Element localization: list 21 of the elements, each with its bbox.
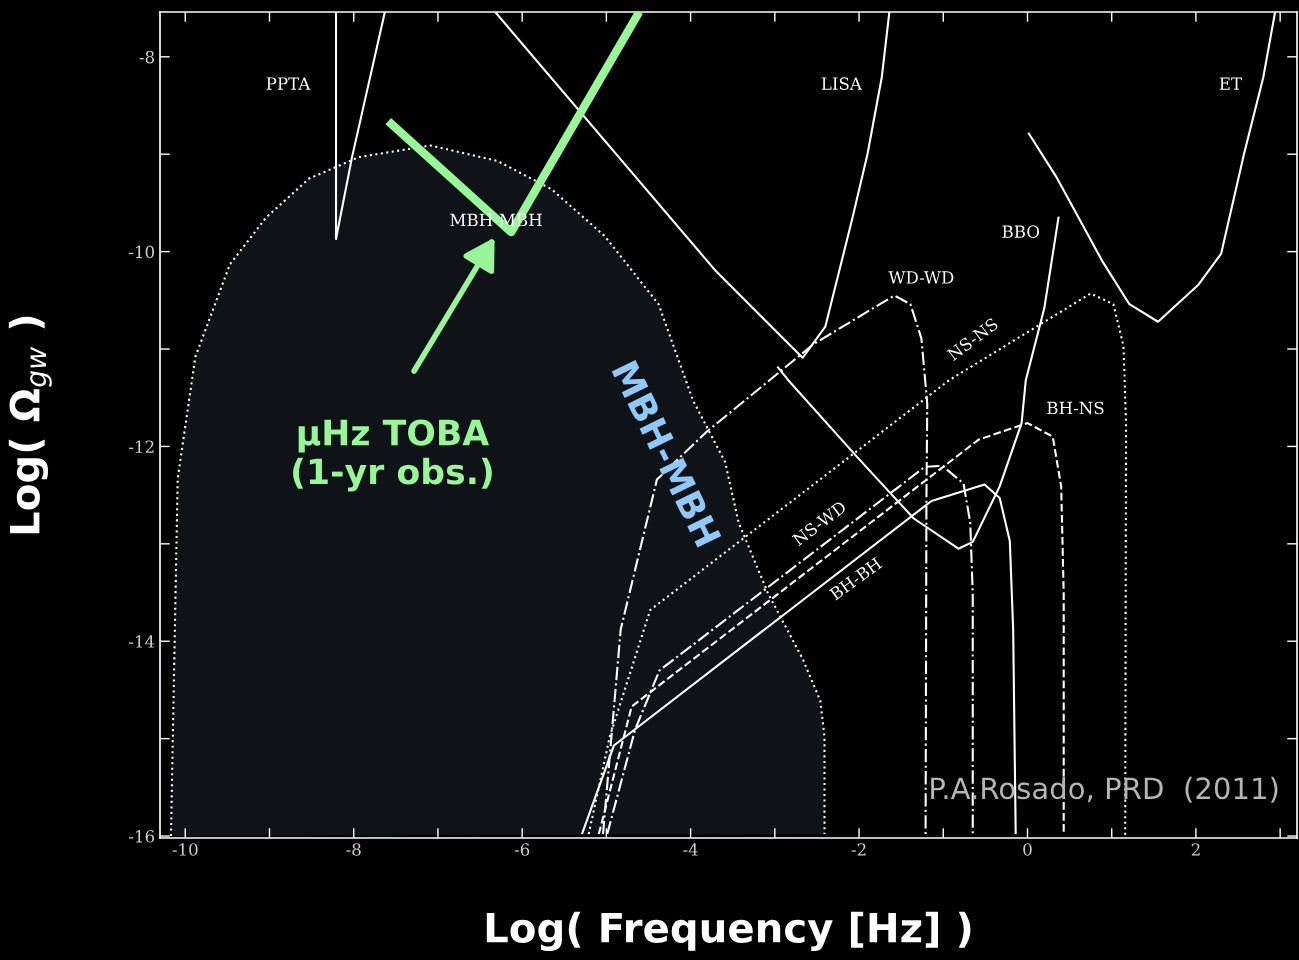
y-tick-label: -12 bbox=[129, 440, 154, 453]
series-label: ET bbox=[1219, 77, 1242, 90]
x-tick-label: -4 bbox=[683, 843, 698, 856]
y-axis-title: Log( Ω$_{gw}$ ) bbox=[8, 316, 52, 534]
y-tick-label: -8 bbox=[139, 50, 155, 64]
x-tick-label: -6 bbox=[514, 843, 530, 856]
annotation: μHz TOBA (1-yr obs.) bbox=[293, 419, 492, 492]
series-label: BBO bbox=[1002, 225, 1040, 238]
x-tick-label: 2 bbox=[1191, 843, 1200, 856]
series-label: BH-NS bbox=[1047, 401, 1104, 415]
x-tick-label: 0 bbox=[1023, 843, 1032, 856]
y-tick-label: -16 bbox=[129, 830, 155, 843]
x-tick-label: -10 bbox=[172, 843, 198, 856]
series-label: PPTA bbox=[266, 77, 311, 90]
x-axis-title: Log( Frequency [Hz] ) bbox=[486, 911, 971, 952]
x-tick-label: -2 bbox=[851, 843, 866, 856]
series-label: WD-WD bbox=[888, 271, 954, 284]
y-tick-label: -10 bbox=[129, 245, 155, 259]
y-tick-label: -14 bbox=[129, 635, 155, 648]
series-label: LISA bbox=[821, 77, 863, 90]
x-tick-label: -8 bbox=[346, 843, 361, 856]
